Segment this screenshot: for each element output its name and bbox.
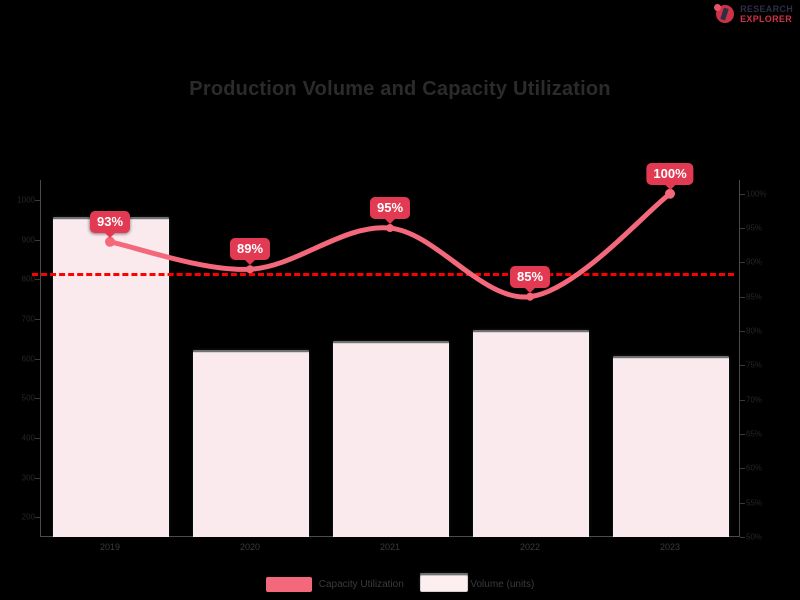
y-axis-right-tick <box>740 228 745 230</box>
y-axis-right-tick-label: 60% <box>746 463 763 473</box>
line-series <box>105 188 675 301</box>
y-axis-left-tick-label: 200 <box>21 512 35 522</box>
y-axis-left-tick-label: 500 <box>21 393 35 403</box>
y-axis-right-tick-label: 80% <box>746 326 763 336</box>
y-axis-left-tick <box>35 398 40 400</box>
y-axis-right-tick <box>740 365 745 367</box>
y-axis-left-line <box>40 180 41 537</box>
y-axis-left-tick <box>35 437 40 439</box>
x-axis-label-2023: 2023 <box>659 542 681 552</box>
bar-2022[interactable] <box>473 329 590 537</box>
chart-title: Production Volume and Capacity Utilizati… <box>189 78 611 100</box>
y-axis-left-tick <box>35 239 40 241</box>
y-axis-left-tick <box>35 358 40 360</box>
y-axis-left-tick <box>35 279 40 281</box>
y-axis-left-tick-label: 400 <box>21 433 35 443</box>
y-axis-right-line <box>739 180 740 537</box>
y-axis-right-tick <box>740 399 745 401</box>
y-axis-right-tick <box>740 296 745 298</box>
bar-2023[interactable] <box>613 355 730 537</box>
y-axis-right-tick-label: 65% <box>746 429 763 439</box>
y-axis-right-tick-label: 100% <box>746 189 767 199</box>
y-axis-right-tick-label: 95% <box>746 223 763 233</box>
y-axis-left-tick-label: 900 <box>21 235 35 244</box>
y-axis-left-tick <box>35 199 40 201</box>
logo-burst-icon <box>714 3 736 25</box>
y-axis-left-tick-label: 800 <box>21 274 35 284</box>
y-axis-left-tick <box>35 318 40 320</box>
y-axis-left-tick <box>35 477 40 479</box>
y-axis-right-tick <box>740 468 745 470</box>
data-label-2021: 95% <box>369 197 411 220</box>
plot-area: 1000 900 800 700 600 500 400 300 200 100% 95% 90% 8… <box>17 162 766 552</box>
data-label-2020: 89% <box>229 238 271 261</box>
bar-2021[interactable] <box>333 341 450 537</box>
y-axis-left-tick <box>35 517 40 519</box>
legend-item-0[interactable]: Capacity Utilization <box>265 577 404 592</box>
y-axis-left-tick-label: 300 <box>21 473 35 482</box>
legend-item-1[interactable]: Production Volume (units) <box>419 573 535 592</box>
data-label-2019: 93% <box>89 210 131 233</box>
legend-swatch-bar <box>419 573 468 592</box>
y-axis-right-tick-label: 50% <box>746 532 763 542</box>
legend-label: Capacity Utilization <box>318 579 404 590</box>
y-axis-left-tick-label: 600 <box>21 354 35 363</box>
legend-swatch-line <box>265 577 312 592</box>
reference-line <box>32 273 734 277</box>
logo-line-1: RESEARCH <box>740 3 793 14</box>
y-axis-right-tick <box>740 262 745 264</box>
data-label-2023: 100% <box>646 162 694 185</box>
y-axis-right-tick <box>740 537 745 538</box>
brand-logo: RESEARCH EXPLORER <box>714 3 793 25</box>
y-axis-right-tick <box>740 502 745 504</box>
y-axis-right-tick <box>740 434 745 436</box>
x-axis-label-2019: 2019 <box>99 542 121 552</box>
y-axis-right-tick <box>740 331 745 333</box>
x-axis-label-2020: 2020 <box>239 542 261 552</box>
y-axis-right-tick-label: 75% <box>746 360 763 370</box>
data-label-2022: 85% <box>509 265 551 288</box>
y-axis-right-tick-label: 70% <box>746 395 763 405</box>
y-axis-right-tick <box>740 193 745 195</box>
chart-legend: Capacity Utilization Production Volume (u… <box>0 573 800 592</box>
y-axis-right-tick-label: 90% <box>746 257 763 267</box>
logo-wordmark: RESEARCH EXPLORER <box>740 3 793 24</box>
logo-line-2: EXPLORER <box>740 13 793 24</box>
y-axis-right-tick-label: 85% <box>746 292 763 302</box>
y-axis-left-tick-label: 700 <box>21 314 35 324</box>
y-axis-left-tick-label: 1000 <box>17 195 35 205</box>
x-axis-label-2022: 2022 <box>519 542 541 552</box>
y-axis-right-tick-label: 55% <box>746 498 763 508</box>
bar-2020[interactable] <box>193 350 310 537</box>
legend-label: Production Volume (units) <box>419 579 535 590</box>
x-axis-label-2021: 2021 <box>379 542 401 552</box>
